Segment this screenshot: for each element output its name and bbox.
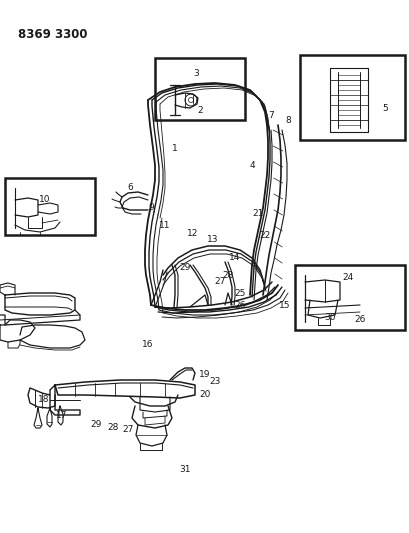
Text: 8: 8 [284, 116, 290, 125]
Bar [155, 58, 245, 120]
Bar [5, 178, 95, 235]
Text: 30: 30 [324, 313, 335, 322]
Text: 26: 26 [353, 316, 365, 325]
Text: 28: 28 [107, 424, 118, 432]
Text: 31: 31 [179, 465, 190, 474]
Text: 5: 5 [381, 103, 387, 112]
Text: 21: 21 [252, 208, 263, 217]
Text: 14: 14 [229, 254, 240, 262]
Text: 25: 25 [234, 289, 245, 298]
Text: 8369 3300: 8369 3300 [18, 28, 87, 41]
Text: 24: 24 [342, 273, 353, 282]
Text: 9: 9 [148, 203, 153, 212]
Text: 7: 7 [267, 110, 273, 119]
Text: 10: 10 [39, 196, 51, 205]
Text: 16: 16 [142, 341, 153, 350]
Text: 17: 17 [56, 411, 67, 421]
Bar [299, 55, 404, 140]
Text: 20: 20 [199, 391, 210, 400]
Text: 13: 13 [207, 236, 218, 245]
Text: 27: 27 [122, 425, 133, 434]
Text: 19: 19 [199, 370, 210, 379]
Text: 22: 22 [259, 230, 270, 239]
Text: 15: 15 [279, 301, 290, 310]
Text: 3: 3 [193, 69, 198, 77]
Text: 4: 4 [249, 160, 254, 169]
Text: 23: 23 [209, 377, 220, 386]
Text: 26: 26 [234, 302, 245, 311]
Text: 29: 29 [179, 263, 190, 272]
Text: 29: 29 [90, 421, 101, 430]
Text: 6: 6 [127, 183, 133, 192]
Text: 27: 27 [214, 278, 225, 287]
Text: 1: 1 [172, 143, 178, 152]
Text: 12: 12 [187, 229, 198, 238]
Text: 2: 2 [197, 106, 202, 115]
Text: 11: 11 [159, 221, 170, 230]
Bar [294, 265, 404, 330]
Text: 28: 28 [222, 271, 233, 280]
Text: 18: 18 [38, 395, 49, 405]
